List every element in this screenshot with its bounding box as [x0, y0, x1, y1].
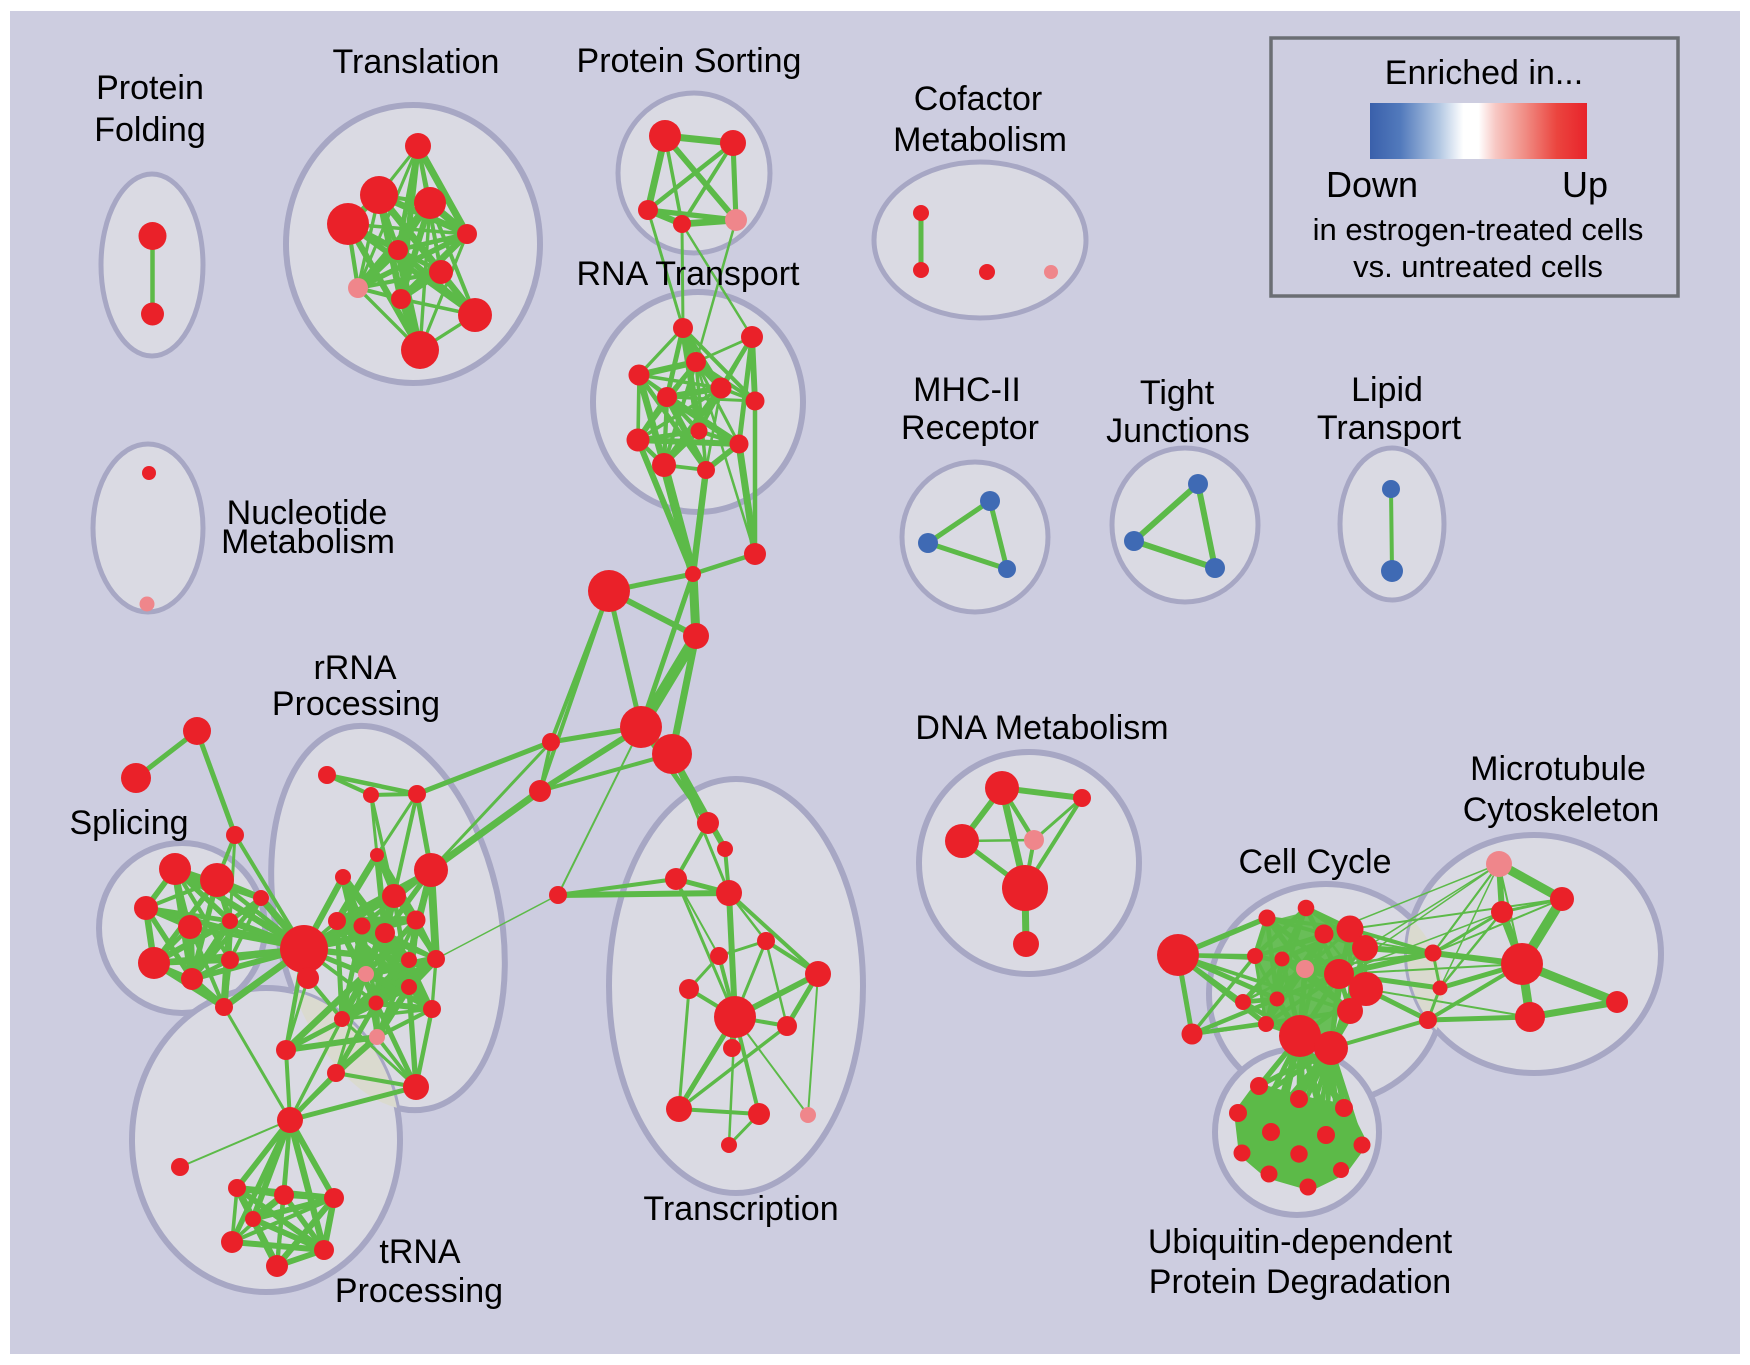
- svg-text:Protein Degradation: Protein Degradation: [1149, 1263, 1451, 1301]
- svg-text:Protein: Protein: [96, 69, 204, 107]
- svg-text:Enriched in...: Enriched in...: [1385, 54, 1583, 92]
- svg-text:Ubiquitin-dependent: Ubiquitin-dependent: [1148, 1223, 1453, 1261]
- svg-text:Down: Down: [1326, 164, 1418, 205]
- svg-text:Splicing: Splicing: [69, 804, 188, 842]
- svg-text:vs. untreated cells: vs. untreated cells: [1353, 249, 1603, 284]
- svg-text:Folding: Folding: [94, 111, 206, 149]
- svg-text:Receptor: Receptor: [901, 409, 1039, 447]
- svg-text:Processing: Processing: [272, 685, 440, 723]
- svg-text:Up: Up: [1562, 164, 1608, 205]
- svg-text:Junctions: Junctions: [1106, 412, 1250, 450]
- svg-text:Tight: Tight: [1140, 374, 1215, 412]
- svg-text:rRNA: rRNA: [313, 649, 396, 687]
- svg-text:Lipid: Lipid: [1351, 371, 1423, 409]
- svg-text:Processing: Processing: [335, 1272, 503, 1310]
- svg-text:Transcription: Transcription: [643, 1190, 838, 1228]
- svg-text:Metabolism: Metabolism: [221, 523, 395, 561]
- svg-text:MHC-II: MHC-II: [913, 371, 1021, 409]
- svg-text:in estrogen-treated cells: in estrogen-treated cells: [1313, 212, 1644, 247]
- svg-text:DNA Metabolism: DNA Metabolism: [915, 709, 1168, 747]
- svg-text:Metabolism: Metabolism: [893, 121, 1067, 159]
- svg-text:Translation: Translation: [333, 43, 500, 81]
- svg-text:tRNA: tRNA: [379, 1233, 461, 1271]
- svg-text:Cofactor: Cofactor: [914, 80, 1043, 118]
- svg-text:Nucleotide: Nucleotide: [227, 494, 388, 532]
- svg-text:Transport: Transport: [1317, 409, 1462, 447]
- svg-text:Cytoskeleton: Cytoskeleton: [1463, 791, 1660, 829]
- svg-text:Cell Cycle: Cell Cycle: [1238, 843, 1391, 881]
- svg-text:RNA Transport: RNA Transport: [577, 255, 801, 293]
- svg-text:Microtubule: Microtubule: [1470, 750, 1646, 788]
- svg-text:Protein Sorting: Protein Sorting: [577, 42, 802, 80]
